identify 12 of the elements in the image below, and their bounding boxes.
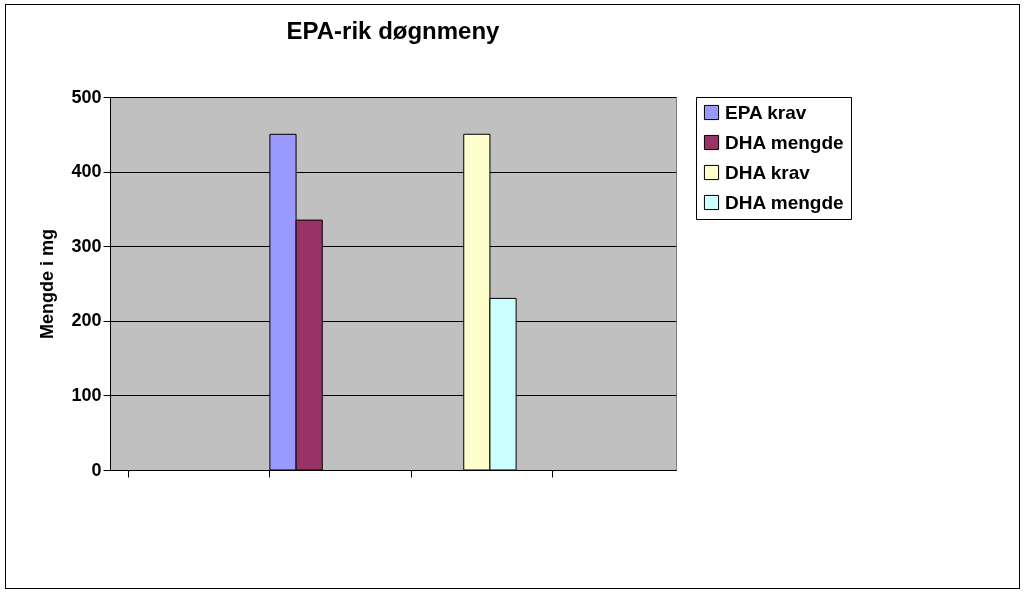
y-tick-label: 200	[71, 310, 102, 331]
y-axis-title: Mengde i mg	[37, 228, 58, 340]
y-tick-label: 400	[71, 161, 102, 182]
legend-label: EPA krav	[725, 101, 807, 123]
y-tick-label: 100	[71, 384, 102, 405]
legend-label: DHA mengde	[725, 131, 844, 153]
chart-title: EPA-rik døgnmeny	[286, 17, 501, 44]
y-tick-label: 0	[91, 459, 102, 480]
legend-label: DHA mengde	[725, 191, 844, 213]
legend-label: DHA krav	[725, 161, 811, 183]
y-tick-label: 500	[71, 86, 102, 107]
y-tick-label: 300	[71, 235, 102, 256]
